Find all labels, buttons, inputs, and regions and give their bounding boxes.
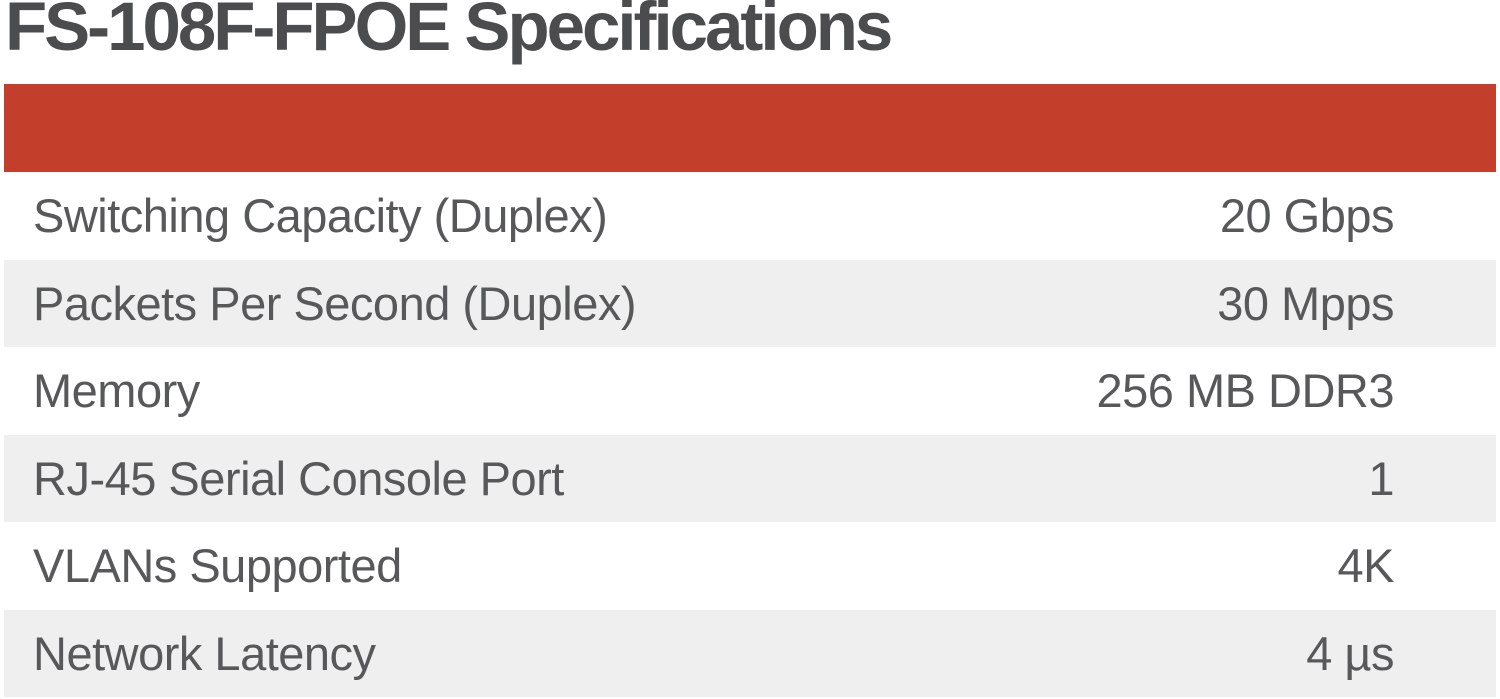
spec-value: 256 MB DDR3	[1096, 364, 1395, 418]
spec-label: Network Latency	[33, 626, 376, 680]
spec-label: Memory	[33, 364, 200, 418]
spec-table: Switching Capacity (Duplex) 20 Gbps Pack…	[4, 84, 1496, 697]
spec-label: Packets Per Second (Duplex)	[33, 276, 637, 330]
spec-label: VLANs Supported	[33, 539, 402, 593]
spec-label: Switching Capacity (Duplex)	[33, 189, 608, 243]
table-row: Switching Capacity (Duplex) 20 Gbps	[4, 172, 1496, 260]
page-title: FS-108F-FPOE Specifications	[5, 0, 893, 65]
table-row: Network Latency 4 µs	[4, 609, 1496, 697]
spec-value: 30 Mpps	[1217, 276, 1394, 330]
spec-value: 20 Gbps	[1219, 189, 1395, 243]
table-row: Packets Per Second (Duplex) 30 Mpps	[4, 259, 1496, 347]
table-row: Memory 256 MB DDR3	[4, 347, 1496, 435]
spec-value: 1	[1368, 451, 1394, 505]
spec-value: 4 µs	[1306, 626, 1394, 680]
table-row: VLANs Supported 4K	[4, 522, 1496, 610]
table-row: RJ-45 Serial Console Port 1	[4, 434, 1496, 522]
spec-label: RJ-45 Serial Console Port	[33, 451, 564, 505]
spec-value: 4K	[1337, 539, 1395, 593]
table-header-bar	[4, 84, 1496, 172]
